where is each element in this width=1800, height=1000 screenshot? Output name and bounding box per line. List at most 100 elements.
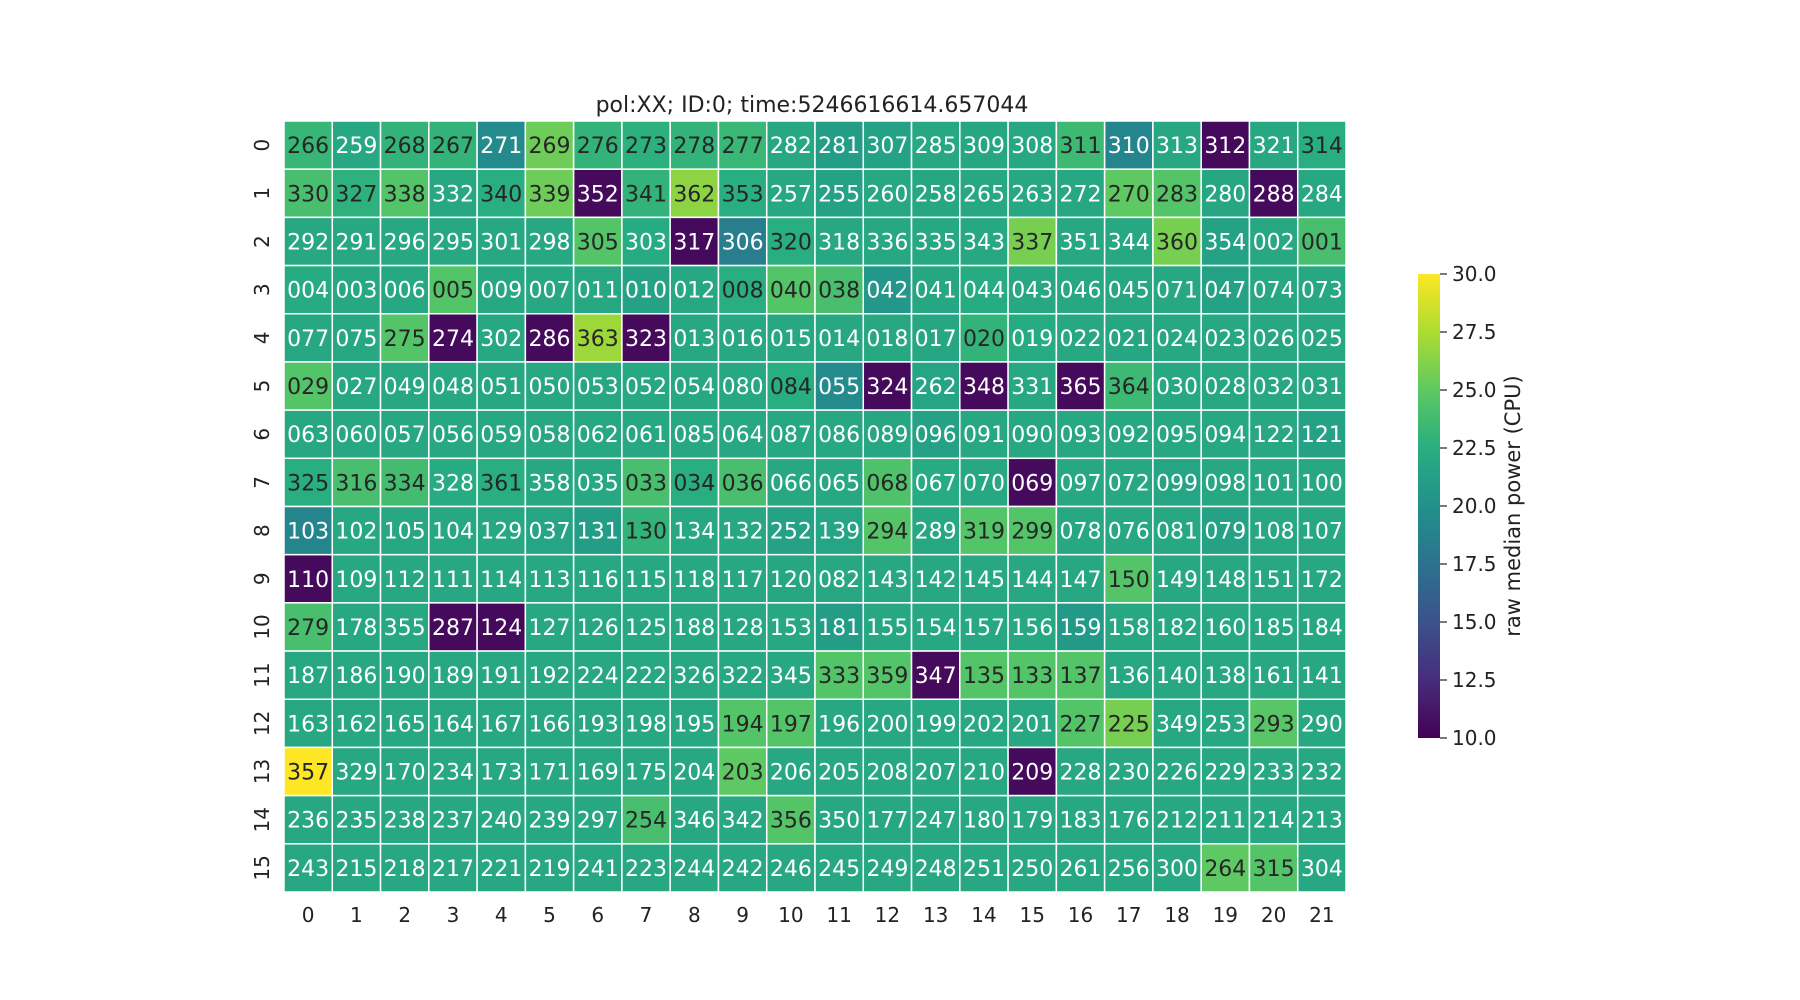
cell-label: 330 [287, 182, 329, 207]
heatmap-cell [524, 843, 575, 893]
y-tick-label: 12 [250, 711, 274, 736]
heatmap-cell [283, 698, 334, 749]
cell-label: 288 [1253, 182, 1295, 207]
x-tick-label: 5 [543, 903, 556, 927]
cell-label: 134 [673, 520, 715, 545]
cell-label: 055 [818, 375, 860, 400]
cell-label: 344 [1108, 230, 1150, 255]
heatmap-cell [910, 120, 961, 170]
y-tick-label: 1 [250, 187, 274, 200]
cell-label: 251 [963, 857, 1005, 882]
cell-label: 100 [1301, 471, 1343, 496]
heatmap-cell [1200, 553, 1251, 604]
cell-label: 271 [480, 134, 522, 159]
heatmap-cell [1007, 361, 1058, 411]
cell-label: 180 [963, 809, 1005, 834]
cell-label: 276 [577, 134, 619, 159]
cell-label: 181 [818, 616, 860, 641]
cell-label: 352 [577, 182, 619, 207]
colorbar: 10.0 12.5 15.0 17.5 20.0 22.5 25.0 27.5 30.0 [1418, 262, 1497, 750]
heatmap-cell [765, 409, 816, 460]
cell-label: 325 [287, 471, 329, 496]
cell-label: 315 [1253, 857, 1295, 882]
cell-label: 298 [529, 230, 571, 255]
heatmap-cell [1055, 746, 1106, 797]
heatmap-cell [1296, 361, 1347, 411]
cell-label: 244 [673, 857, 715, 882]
cell-label: 114 [480, 568, 522, 593]
heatmap-cell [1296, 264, 1347, 315]
y-tick-label: 3 [250, 283, 274, 296]
heatmap-cell [814, 120, 865, 170]
heatmap-cell [476, 505, 527, 556]
heatmap-cell [862, 264, 913, 315]
cell-label: 265 [963, 182, 1005, 207]
heatmap-cell [331, 505, 382, 556]
cell-label: 043 [1011, 279, 1053, 304]
cell-label: 324 [866, 375, 908, 400]
cell-label: 061 [625, 423, 667, 448]
cell-label: 097 [1060, 471, 1102, 496]
cell-label: 323 [625, 327, 667, 352]
colorbar-tick-label: 30.0 [1452, 262, 1497, 286]
heatmap-cell [862, 746, 913, 797]
cell-label: 104 [432, 520, 474, 545]
heatmap-cell [1152, 650, 1202, 700]
cell-label: 228 [1060, 761, 1102, 786]
heatmap-cell [1152, 457, 1202, 508]
cell-label: 306 [722, 230, 764, 255]
heatmap-cell [331, 457, 382, 508]
cell-label: 081 [1156, 520, 1198, 545]
heatmap-cell [1248, 553, 1299, 604]
cell-label: 171 [529, 761, 571, 786]
heatmap-cell [910, 650, 961, 700]
cell-label: 093 [1060, 423, 1102, 448]
cell-label: 232 [1301, 761, 1343, 786]
heatmap-cell [331, 409, 382, 460]
cell-label: 005 [432, 279, 474, 304]
cell-label: 241 [577, 857, 619, 882]
cell-label: 346 [673, 809, 715, 834]
cell-label: 339 [529, 182, 571, 207]
cell-label: 258 [915, 182, 957, 207]
cell-label: 086 [818, 423, 860, 448]
heatmap-cell [814, 264, 865, 315]
x-tick-label: 6 [591, 903, 604, 927]
heatmap-cell [862, 361, 913, 411]
heatmap-cell [428, 216, 478, 267]
heatmap-cell [1103, 409, 1154, 460]
heatmap-cell [765, 361, 816, 411]
cell-label: 173 [480, 761, 522, 786]
cell-label: 002 [1253, 230, 1295, 255]
cell-label: 263 [1011, 182, 1053, 207]
heatmap-cell [765, 843, 816, 893]
cell-label: 212 [1156, 809, 1198, 834]
heatmap-cell [1296, 650, 1347, 700]
cell-label: 103 [287, 520, 329, 545]
cell-label: 214 [1253, 809, 1295, 834]
colorbar-tick-label: 10.0 [1452, 726, 1497, 750]
heatmap-cell [572, 313, 623, 363]
cell-label: 294 [866, 520, 908, 545]
heatmap-cell [669, 602, 720, 652]
heatmap-cell [621, 650, 671, 700]
heatmap-cell [572, 168, 623, 219]
x-tick-label: 1 [350, 903, 363, 927]
heatmap-cell [669, 168, 720, 219]
heatmap-cell [717, 794, 768, 845]
cell-label: 139 [818, 520, 860, 545]
cell-label: 333 [818, 664, 860, 689]
cell-label: 292 [287, 230, 329, 255]
cell-label: 133 [1011, 664, 1053, 689]
cell-label: 349 [1156, 712, 1198, 737]
cell-label: 160 [1204, 616, 1246, 641]
heatmap-cell [910, 794, 961, 845]
cell-label: 270 [1108, 182, 1150, 207]
cell-label: 012 [673, 279, 715, 304]
heatmap-cell [621, 794, 671, 845]
cell-label: 176 [1108, 809, 1150, 834]
cell-label: 211 [1204, 809, 1246, 834]
cell-label: 363 [577, 327, 619, 352]
heatmap-cell [717, 264, 768, 315]
cell-label: 071 [1156, 279, 1198, 304]
